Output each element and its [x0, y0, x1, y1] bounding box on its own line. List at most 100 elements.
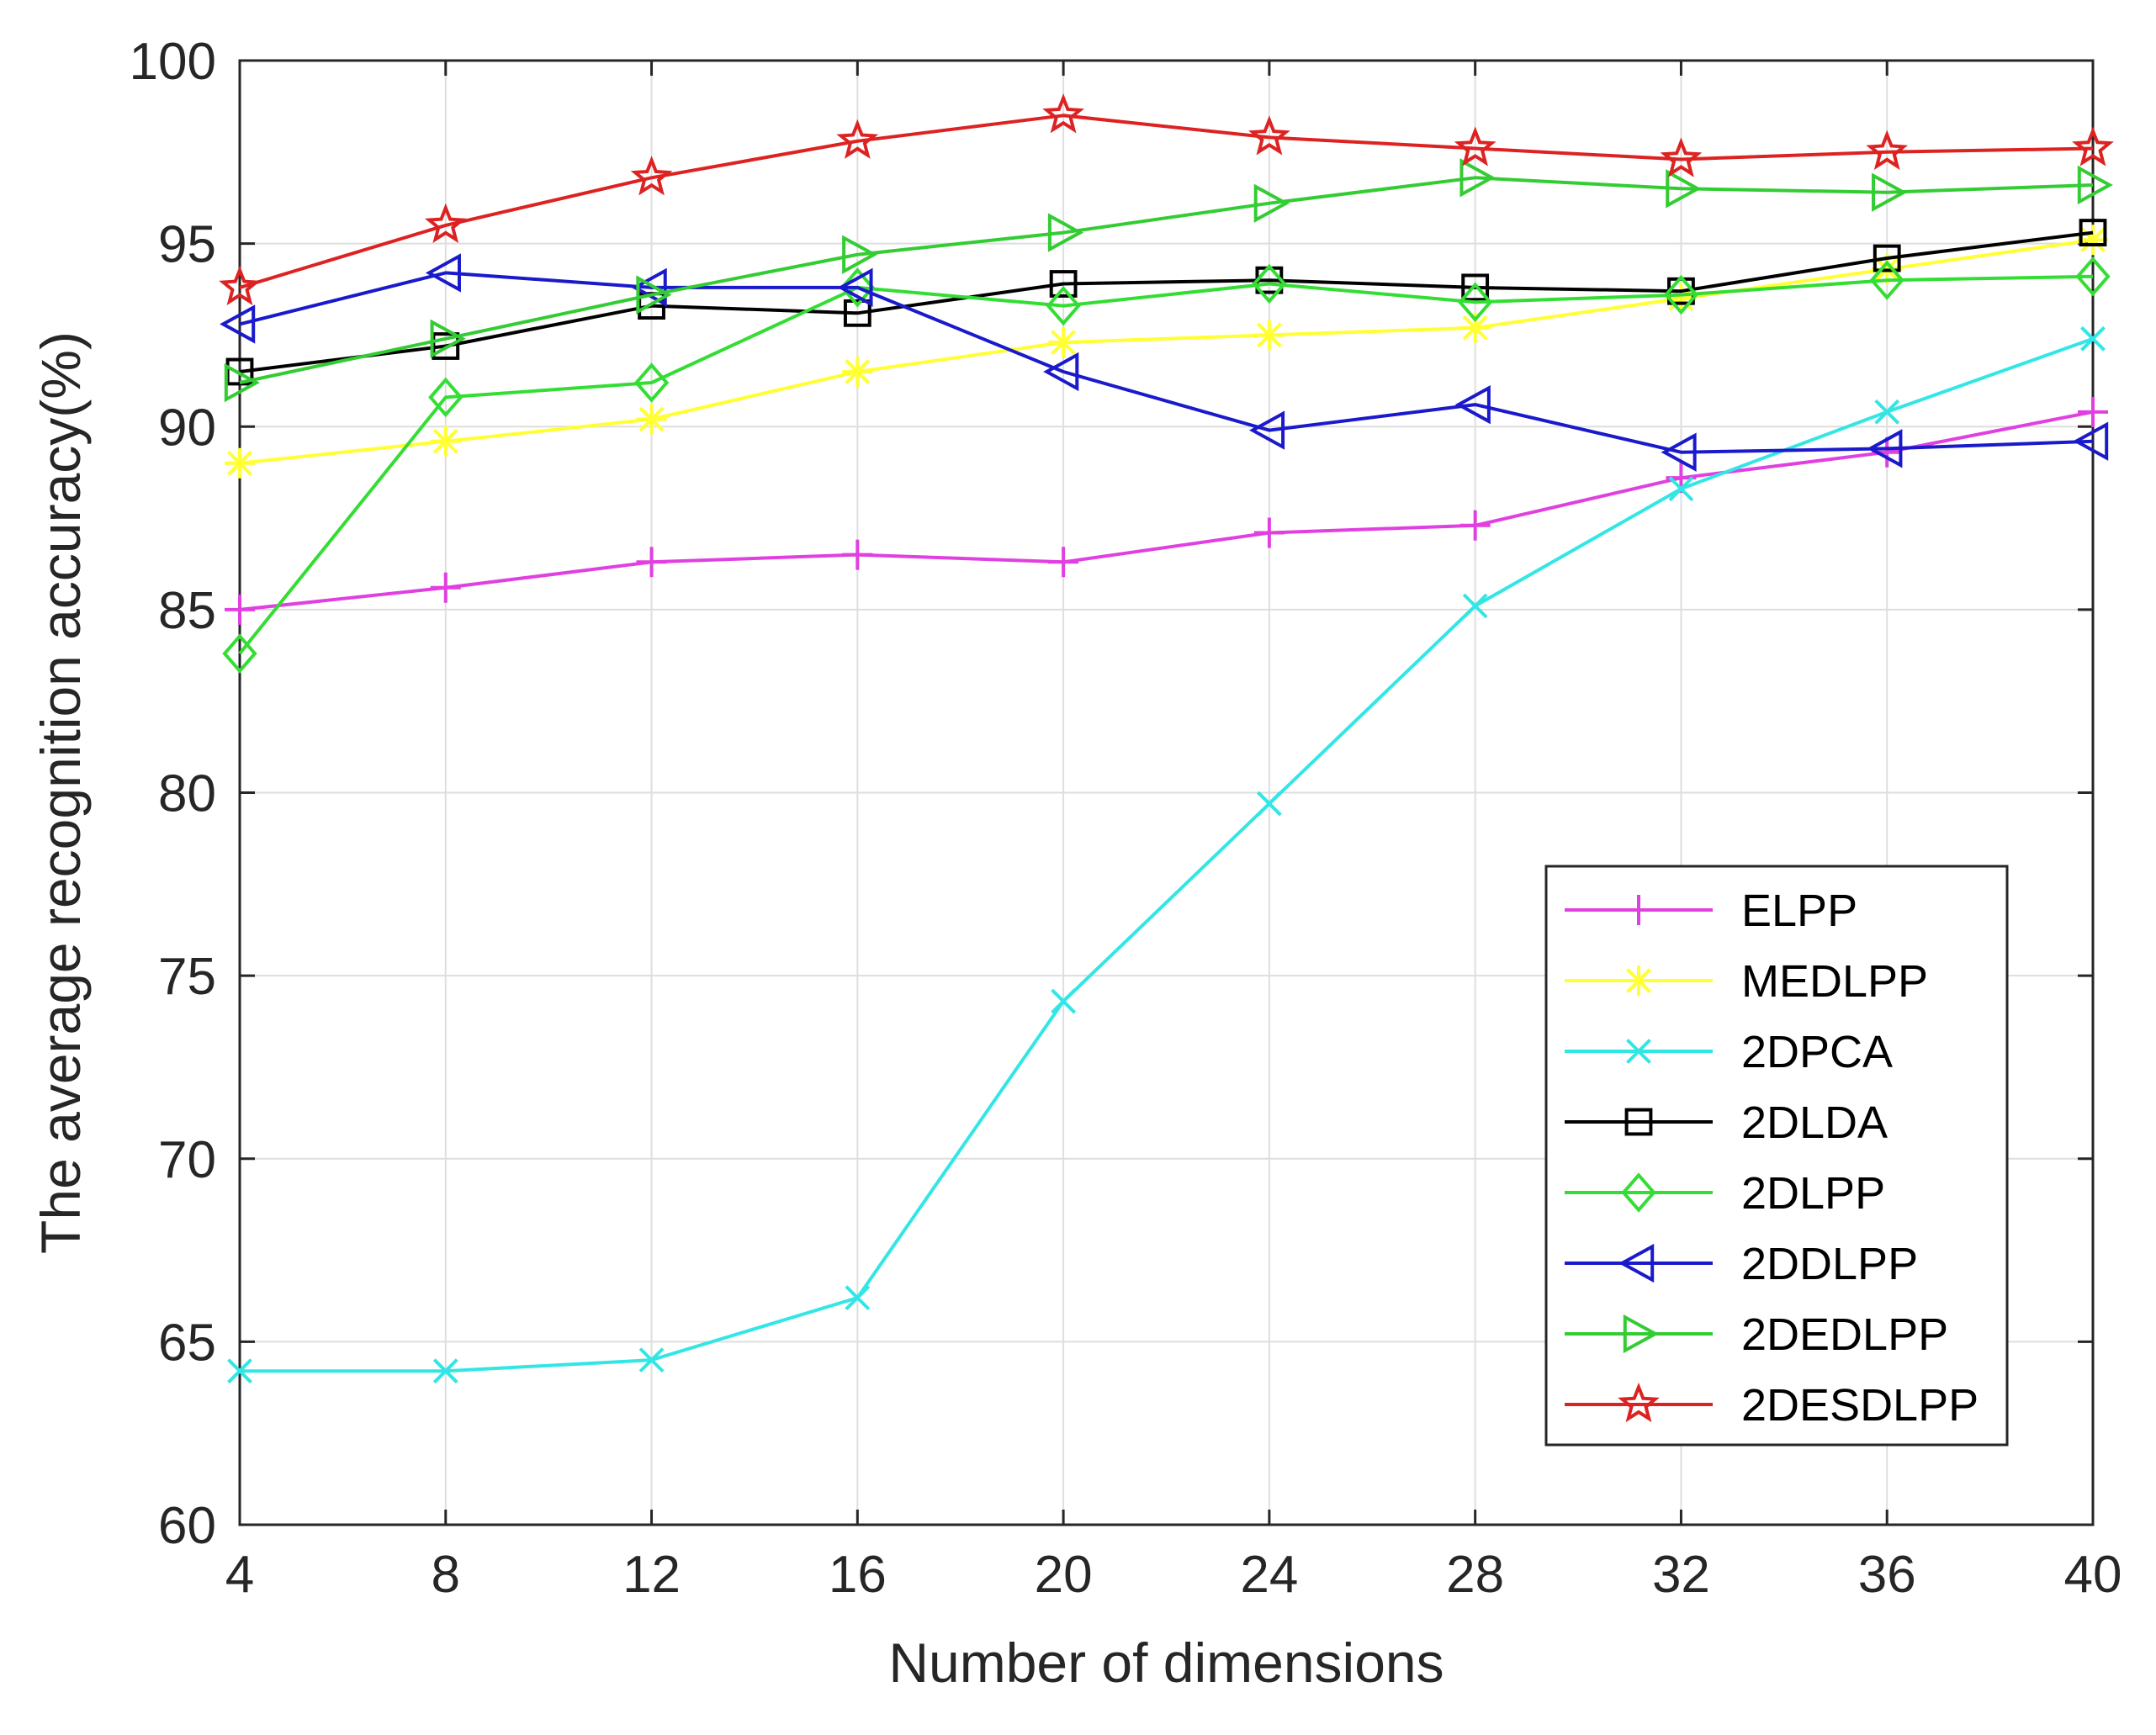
x-axis-ticks: 4 8 12 16 20 24 28 32 36 40 — [225, 61, 2122, 1604]
data-point — [1660, 137, 1703, 177]
series-line — [239, 271, 2094, 454]
data-point — [1462, 593, 1488, 619]
data-point — [633, 362, 670, 403]
legend-item: 2DLPP — [1565, 1168, 1885, 1219]
data-point — [425, 253, 461, 293]
data-point — [219, 265, 261, 305]
x-tick-label: 40 — [2064, 1546, 2122, 1604]
data-point — [843, 299, 871, 327]
data-point — [638, 1347, 665, 1373]
data-point — [1248, 410, 1285, 450]
series-line — [239, 176, 2094, 384]
x-tick-label: 28 — [1446, 1546, 1504, 1604]
data-point — [1668, 476, 1694, 502]
series-2desdlpp — [219, 93, 2114, 305]
data-point — [225, 447, 255, 479]
legend-label: 2DEDLPP — [1741, 1309, 1948, 1360]
series-line — [239, 114, 2094, 289]
data-point — [842, 539, 873, 570]
legend-label: 2DESDLPP — [1741, 1380, 1979, 1431]
y-tick-label: 95 — [158, 216, 216, 274]
legend-marker — [1624, 1108, 1653, 1136]
y-tick-label: 90 — [158, 399, 216, 457]
data-point — [424, 203, 467, 244]
series-2ddlpp — [220, 253, 2109, 472]
legend: ELPP MEDLPP 2DPCA 2DLDA 2DLPP 2DDLPP 2DEDLPP 2D… — [1544, 865, 2009, 1447]
legend-item: 2DDLPP — [1565, 1239, 1918, 1289]
data-point — [1049, 270, 1078, 298]
x-tick-label: 24 — [1240, 1546, 1298, 1604]
x-tick-label: 20 — [1035, 1546, 1093, 1604]
series-line — [239, 410, 2094, 611]
y-axis-ticks: 60 65 70 75 80 85 90 95 100 — [130, 33, 2093, 1555]
data-point — [1663, 274, 1699, 315]
y-tick-label: 75 — [158, 948, 216, 1006]
legend-item: 2DLDA — [1565, 1098, 1888, 1148]
legend-marker — [1624, 895, 1654, 925]
data-point — [1461, 273, 1490, 302]
legend-marker — [1623, 1314, 1659, 1354]
data-point — [430, 426, 461, 457]
data-point — [430, 572, 461, 603]
data-point — [1048, 327, 1079, 358]
data-point — [2077, 165, 2113, 205]
data-point — [432, 1358, 458, 1384]
data-point — [2078, 396, 2108, 427]
x-tick-label: 36 — [1858, 1546, 1916, 1604]
data-point — [227, 1358, 252, 1384]
legend-label: MEDLPP — [1741, 956, 1928, 1007]
y-tick-label: 60 — [158, 1497, 216, 1555]
data-point — [636, 547, 667, 578]
legend-label: ELPP — [1741, 886, 1857, 936]
data-point — [636, 404, 667, 435]
legend-marker — [1618, 1243, 1655, 1283]
data-point — [1047, 213, 1084, 252]
legend-label: 2DLDA — [1741, 1098, 1888, 1148]
data-point — [842, 235, 878, 274]
legend-item: ELPP — [1565, 886, 1857, 936]
data-point — [2075, 257, 2111, 297]
y-tick-label: 100 — [130, 33, 216, 91]
series-line — [239, 238, 2094, 465]
series-2dedlpp — [224, 158, 2113, 403]
data-point — [1046, 285, 1081, 326]
legend-label: 2DLPP — [1741, 1168, 1885, 1219]
data-point — [845, 1285, 871, 1311]
legend-item: 2DPCA — [1565, 1027, 1893, 1077]
data-point — [1253, 320, 1285, 351]
data-point — [1253, 517, 1285, 548]
series-elpp — [225, 396, 2108, 625]
data-point — [1048, 547, 1079, 578]
data-point — [1253, 183, 1290, 223]
data-point — [2079, 219, 2107, 246]
data-point — [1256, 791, 1282, 817]
data-point — [842, 356, 873, 387]
data-point — [1454, 126, 1496, 167]
x-axis-label: Number of dimensions — [888, 1632, 1444, 1694]
data-point — [2078, 225, 2108, 256]
data-point — [1869, 260, 1904, 300]
data-point — [2073, 421, 2109, 461]
data-point — [1051, 988, 1077, 1014]
legend-label: 2DPCA — [1741, 1027, 1893, 1077]
data-point — [1459, 312, 1491, 343]
data-point — [1666, 169, 1702, 209]
data-point — [1458, 282, 1493, 323]
x-tick-label: 16 — [829, 1546, 887, 1604]
series-line — [239, 230, 2094, 373]
y-tick-label: 70 — [158, 1131, 216, 1189]
data-point — [2072, 126, 2114, 167]
legend-marker — [1621, 1172, 1656, 1213]
legend-item: MEDLPP — [1565, 956, 1928, 1007]
x-tick-label: 32 — [1652, 1546, 1710, 1604]
data-point — [220, 304, 256, 344]
series-medlpp — [225, 225, 2108, 479]
data-point — [224, 362, 260, 403]
legend-marker — [1618, 1382, 1660, 1423]
data-point — [1866, 130, 1909, 171]
data-point — [1873, 244, 1901, 272]
data-point — [1666, 283, 1697, 314]
data-point — [836, 119, 879, 159]
legend-label: 2DDLPP — [1741, 1239, 1918, 1289]
data-point — [225, 594, 255, 625]
